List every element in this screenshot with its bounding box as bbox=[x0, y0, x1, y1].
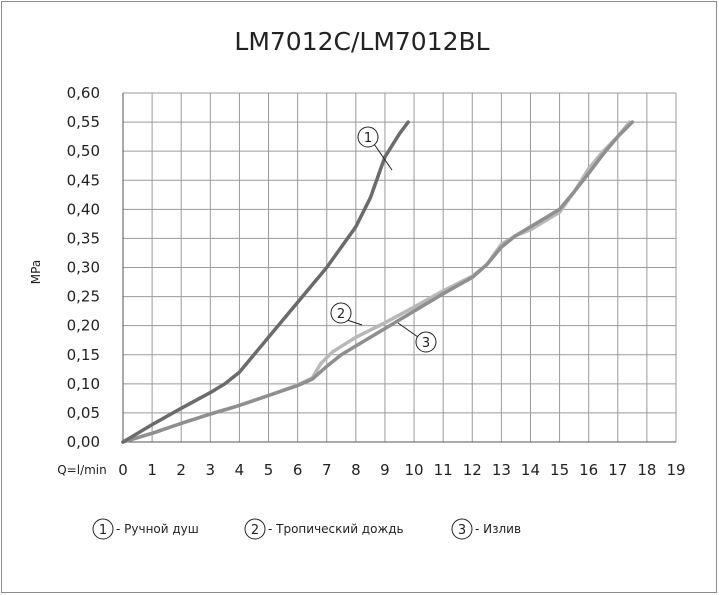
x-tick-label: 9 bbox=[380, 461, 390, 479]
y-tick-label: 0,20 bbox=[67, 317, 100, 335]
y-tick-label: 0,25 bbox=[67, 288, 100, 306]
y-tick-label: 0,50 bbox=[67, 142, 100, 160]
marker-circle-2 bbox=[330, 302, 352, 324]
x-tick-label: 5 bbox=[264, 461, 274, 479]
marker-number-1: 1 bbox=[364, 131, 372, 146]
x-tick-label: 7 bbox=[322, 461, 332, 479]
y-tick-label: 0,15 bbox=[67, 346, 100, 364]
grid bbox=[122, 92, 677, 443]
series-line-1 bbox=[121, 120, 410, 444]
tick-layer: 0 1 2 3 4 5 6 7 8 9 10 11 12 13 14 15 16 17 18 190,000,050,… bbox=[67, 84, 686, 479]
x-tick-label: 13 bbox=[492, 461, 511, 479]
marker-circle-1 bbox=[357, 126, 379, 148]
x-tick-label: 12 bbox=[463, 461, 482, 479]
legend-label-1: - Ручной душ bbox=[116, 522, 199, 536]
y-tick-label: 0,40 bbox=[67, 200, 100, 218]
series-layer bbox=[121, 120, 635, 444]
y-axis-label: MPa bbox=[29, 260, 43, 284]
legend-marker-1 bbox=[92, 518, 114, 540]
x-tick-label: 10 bbox=[405, 461, 424, 479]
x-tick-label: 3 bbox=[206, 461, 216, 479]
y-tick-label: 0,55 bbox=[67, 113, 100, 131]
marker-leader-3 bbox=[397, 322, 419, 338]
x-tick-label: 1 bbox=[147, 461, 157, 479]
x-tick-label: 0 bbox=[118, 461, 128, 479]
x-tick-label: 15 bbox=[550, 461, 569, 479]
legend-marker-number: 2 bbox=[251, 523, 259, 538]
legend-marker-number: 1 bbox=[99, 523, 107, 538]
legend-label-3: - Излив bbox=[475, 522, 521, 536]
legend-marker-number: 3 bbox=[458, 523, 466, 538]
x-tick-label: 11 bbox=[434, 461, 453, 479]
y-tick-label: 0,00 bbox=[67, 433, 100, 451]
y-tick-label: 0,30 bbox=[67, 259, 100, 277]
y-tick-label: 0,60 bbox=[67, 84, 100, 102]
series-line-3 bbox=[121, 120, 635, 444]
x-tick-label: 14 bbox=[521, 461, 540, 479]
marker-circle-3 bbox=[415, 331, 437, 353]
x-tick-label: 8 bbox=[351, 461, 361, 479]
y-tick-label: 0,35 bbox=[67, 229, 100, 247]
x-tick-label: 4 bbox=[235, 461, 245, 479]
x-tick-label: 18 bbox=[637, 461, 656, 479]
x-tick-label: 17 bbox=[608, 461, 627, 479]
x-tick-label: 16 bbox=[579, 461, 598, 479]
legend-marker-3 bbox=[451, 518, 473, 540]
y-tick-label: 0,10 bbox=[67, 375, 100, 393]
marker-leader-2 bbox=[346, 319, 363, 326]
x-tick-label: 2 bbox=[176, 461, 186, 479]
marker-number-3: 3 bbox=[422, 336, 430, 351]
chart-title: LM7012C/LM7012BL bbox=[234, 27, 489, 56]
series-line-2 bbox=[121, 120, 632, 444]
x-tick-label: 6 bbox=[293, 461, 303, 479]
legend-marker-2 bbox=[244, 518, 266, 540]
x-tick-label: 19 bbox=[666, 461, 685, 479]
y-tick-label: 0,45 bbox=[67, 171, 100, 189]
x-axis-label: Q=l/min bbox=[57, 463, 107, 477]
marker-leader-1 bbox=[373, 143, 393, 171]
y-tick-label: 0,05 bbox=[67, 404, 100, 422]
legend: 1 - Ручной душ 2 - Тропический дождь 3 - Изли… bbox=[92, 518, 521, 540]
legend-label-2: - Тропический дождь bbox=[268, 522, 404, 536]
marker-number-2: 2 bbox=[337, 307, 345, 322]
annotation-layer: 1 2 3 bbox=[330, 126, 437, 353]
